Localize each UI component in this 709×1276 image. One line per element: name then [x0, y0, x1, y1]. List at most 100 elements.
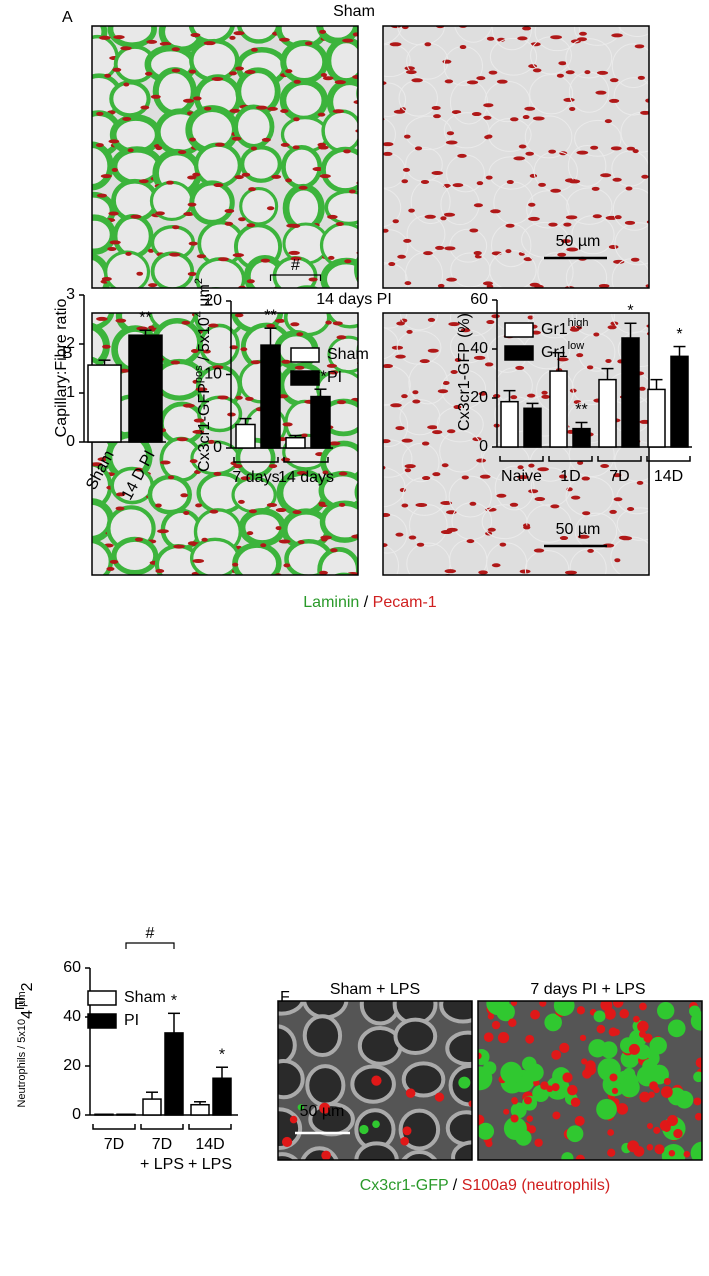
capillary: [329, 370, 339, 375]
capillary: [668, 145, 679, 149]
fibre: [662, 9, 704, 52]
capillary: [662, 139, 669, 143]
y-tick-label: 60: [470, 291, 488, 308]
capillary: [595, 90, 607, 95]
capillary: [76, 59, 82, 63]
capillary: [460, 328, 471, 333]
capillary: [188, 241, 198, 246]
y-tick-label: 3: [66, 286, 75, 303]
capillary: [691, 45, 698, 49]
capillary: [500, 292, 508, 296]
capillary: [483, 103, 494, 108]
bar: [212, 1077, 232, 1116]
capillary: [396, 321, 405, 326]
capillary: [660, 504, 670, 508]
capillary: [70, 222, 80, 226]
capillary: [474, 254, 483, 259]
capillary: [446, 527, 458, 532]
group-bracket: [92, 1124, 136, 1130]
capillary: [363, 319, 370, 323]
significance: **: [575, 402, 587, 419]
cell: [646, 1144, 654, 1151]
capillary: [374, 570, 384, 574]
capillary: [401, 438, 413, 443]
capillary: [697, 532, 707, 536]
capillary: [684, 184, 694, 188]
capillary: [364, 429, 375, 433]
capillary: [84, 13, 91, 17]
capillary: [278, 539, 291, 544]
capillary: [696, 434, 705, 438]
cell: [511, 1098, 518, 1105]
x-tick-label: + LPS: [140, 1156, 184, 1173]
capillary: [607, 600, 615, 604]
y-tick-label: 20: [470, 389, 488, 406]
capillary: [435, 245, 445, 250]
capillary: [387, 12, 394, 16]
fibre: [307, 1183, 350, 1214]
capillary: [393, 109, 406, 114]
capillary: [630, 257, 640, 262]
capillary: [104, 73, 111, 78]
capillary: [427, 425, 439, 430]
x-tick-label: + LPS: [188, 1156, 232, 1173]
capillary: [683, 93, 692, 97]
capillary: [451, 110, 462, 115]
capillary: [596, 70, 609, 75]
cell: [695, 1057, 702, 1068]
capillary: [590, 145, 599, 150]
capillary: [148, 283, 158, 288]
capillary: [289, 308, 300, 312]
capillary: [272, 605, 283, 609]
fibre: [305, 1064, 346, 1107]
capillary: [624, 220, 636, 225]
capillary: [557, 252, 567, 257]
capillary: [604, 119, 612, 124]
capillary: [655, 526, 664, 530]
cell: [534, 1138, 543, 1147]
capillary: [203, 41, 216, 46]
capillary: [355, 129, 358, 133]
capillary: [181, 320, 191, 325]
capillary: [408, 208, 415, 213]
fibre: [396, 330, 442, 365]
capillary: [522, 115, 530, 120]
capillary: [412, 399, 421, 404]
capillary: [627, 507, 635, 512]
capillary: [530, 42, 541, 47]
capillary: [371, 246, 380, 250]
y-axis-label: Neutrophils / 5x104 µm2: [16, 982, 36, 1107]
cell: [510, 1001, 518, 1007]
capillary: [485, 134, 493, 139]
capillary: [84, 541, 91, 545]
capillary: [576, 353, 584, 358]
capillary: [296, 471, 308, 476]
capillary: [235, 395, 243, 400]
fibre: [326, 313, 358, 329]
fibre: [613, 77, 649, 116]
y-axis-label: Capillary:Fibre ratio: [53, 299, 70, 438]
capillary: [301, 433, 308, 438]
y-tick-label: 0: [213, 439, 222, 456]
capillary: [330, 548, 338, 553]
capillary: [565, 570, 578, 575]
capillary: [138, 179, 149, 184]
capillary: [574, 607, 580, 611]
cell: [497, 1032, 510, 1044]
capillary: [285, 69, 293, 74]
y-axis-label-part: µm: [16, 991, 28, 1010]
bar: [87, 364, 122, 443]
capillary: [412, 390, 419, 395]
capillary: [245, 396, 254, 401]
capillary: [652, 102, 659, 106]
capillary: [146, 39, 158, 44]
capillary: [109, 559, 119, 564]
capillary: [362, 387, 369, 391]
capillary: [440, 216, 447, 221]
capillary: [594, 291, 603, 295]
capillary: [359, 367, 366, 371]
fibre: [658, 186, 703, 227]
capillary: [359, 498, 369, 502]
capillary: [532, 68, 542, 73]
capillary: [176, 437, 188, 442]
